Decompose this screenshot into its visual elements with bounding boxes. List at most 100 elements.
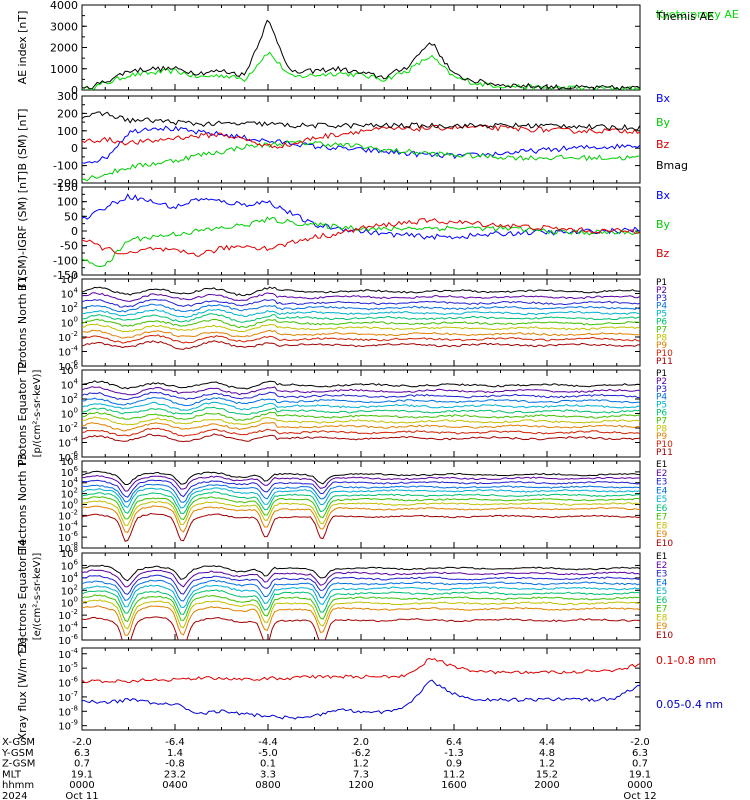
channel-line-p5 xyxy=(82,308,640,319)
tick-exponent: 0 xyxy=(74,407,78,415)
y-tick-label: 102 xyxy=(61,583,78,597)
y-tick-label: -50 xyxy=(60,240,78,253)
channel-line-p6 xyxy=(82,313,640,323)
x-axis-value: 2000 xyxy=(534,780,559,791)
legend-entry: Bx xyxy=(656,92,671,105)
x-axis-value: 0.1 xyxy=(260,759,276,770)
channel-line-e7 xyxy=(82,496,640,521)
tick-exponent: 6 xyxy=(74,272,79,280)
legend-entry: E8 xyxy=(656,521,668,531)
tick-exponent: -2 xyxy=(71,330,78,338)
tick-exponent: -4 xyxy=(71,519,79,527)
tick-base: 10 xyxy=(61,586,74,597)
legend-entry: E7 xyxy=(656,513,667,523)
y-tick-label: 100 xyxy=(57,125,78,138)
tick-exponent: -2 xyxy=(71,608,78,616)
x-axis-value: -4.4 xyxy=(258,737,278,748)
x-axis-value: -5.0 xyxy=(258,748,278,759)
channel-line-p9 xyxy=(82,329,640,339)
channel-line-e1 xyxy=(82,470,640,485)
y-tick-label: 10-6 xyxy=(58,633,78,647)
x-axis-value: -6.2 xyxy=(351,748,371,759)
tick-exponent: 8 xyxy=(74,454,78,462)
tick-exponent: -6 xyxy=(71,676,79,684)
channel-line-p4 xyxy=(82,303,640,313)
legend-entry: P7 xyxy=(656,416,667,426)
x-axis-row-label: hhmm xyxy=(2,780,34,791)
x-axis-value: -1.3 xyxy=(444,748,464,759)
tick-base: 10 xyxy=(61,490,74,501)
x-axis-value: 1600 xyxy=(441,780,466,791)
channel-line-p7 xyxy=(82,318,640,329)
y-tick-label: 100 xyxy=(61,596,78,610)
x-axis-value: 2.0 xyxy=(353,737,369,748)
tick-base: 10 xyxy=(58,664,71,675)
y-tick-label: 108 xyxy=(61,454,78,468)
x-axis-value: 0800 xyxy=(255,780,280,791)
y-tick-label: 104 xyxy=(61,571,79,585)
legend-entry: By xyxy=(656,116,671,129)
y-tick-label: 4000 xyxy=(50,0,78,12)
legend-entry: 0.05-0.4 nm xyxy=(656,698,723,711)
x-axis-value: 1.2 xyxy=(353,759,369,770)
y-tick-label: 10-2 xyxy=(58,421,78,435)
legend-entry: P6 xyxy=(656,409,667,419)
tick-base: 10 xyxy=(61,468,74,479)
legend-entry: E4 xyxy=(656,578,668,588)
tick-exponent: -7 xyxy=(71,690,78,698)
y-tick-label: 10-2 xyxy=(58,508,78,522)
legend-entry: P9 xyxy=(656,432,667,442)
panel-frame xyxy=(81,369,641,458)
tick-exponent: -6 xyxy=(71,450,79,458)
y-tick-label: -150 xyxy=(53,269,78,282)
tick-base: 10 xyxy=(58,611,71,622)
y-tick-label: -100 xyxy=(53,160,78,173)
legend-entry: P8 xyxy=(656,424,667,434)
tick-exponent: 6 xyxy=(74,465,79,473)
tick-exponent: 6 xyxy=(74,558,79,566)
y-tick-label: 10-6 xyxy=(58,530,78,544)
tick-base: 10 xyxy=(61,319,74,330)
legend-entry: E3 xyxy=(656,570,667,580)
y-axis-label: Electrons North T3 xyxy=(16,453,29,555)
x-axis-value: Oct 12 xyxy=(623,791,656,800)
channel-line-p7 xyxy=(82,411,640,421)
tick-exponent: 2 xyxy=(74,301,78,309)
y-tick-label: 100 xyxy=(61,316,78,330)
series-line-bmag xyxy=(82,111,640,131)
legend-entry: E4 xyxy=(656,486,668,496)
y-tick-label: 106 xyxy=(61,363,79,377)
tick-base: 10 xyxy=(58,453,71,464)
y-tick-label: 1000 xyxy=(50,63,78,76)
tick-exponent: -4 xyxy=(71,436,79,444)
x-axis-value: -2.0 xyxy=(630,737,650,748)
channel-line-p4 xyxy=(82,397,640,407)
y-tick-label: 106 xyxy=(61,465,79,479)
series-line-themis-ae xyxy=(82,19,640,90)
legend-entry: P1 xyxy=(656,278,667,288)
channel-line-e4 xyxy=(82,483,640,503)
legend-entry: Kyoto proxy AE xyxy=(656,8,739,21)
x-axis-value: 0000 xyxy=(627,780,652,791)
x-axis-value: 7.3 xyxy=(353,769,369,780)
channel-line-e10 xyxy=(82,616,640,640)
tick-base: 10 xyxy=(58,544,71,555)
tick-base: 10 xyxy=(58,424,71,435)
series-line-bz xyxy=(82,124,640,149)
channel-line-p6 xyxy=(82,406,640,416)
y-tick-label: 100 xyxy=(61,407,78,421)
channel-line-p3 xyxy=(82,298,640,308)
channel-line-e3 xyxy=(82,479,640,498)
channel-line-p11 xyxy=(82,433,640,443)
y-tick-label: 10-4 xyxy=(58,345,78,359)
legend-entry: P4 xyxy=(656,302,667,312)
tick-exponent: -8 xyxy=(71,541,78,549)
legend-entry: E1 xyxy=(656,552,667,562)
legend-entry: E6 xyxy=(656,596,668,606)
channel-line-p10 xyxy=(82,427,640,437)
